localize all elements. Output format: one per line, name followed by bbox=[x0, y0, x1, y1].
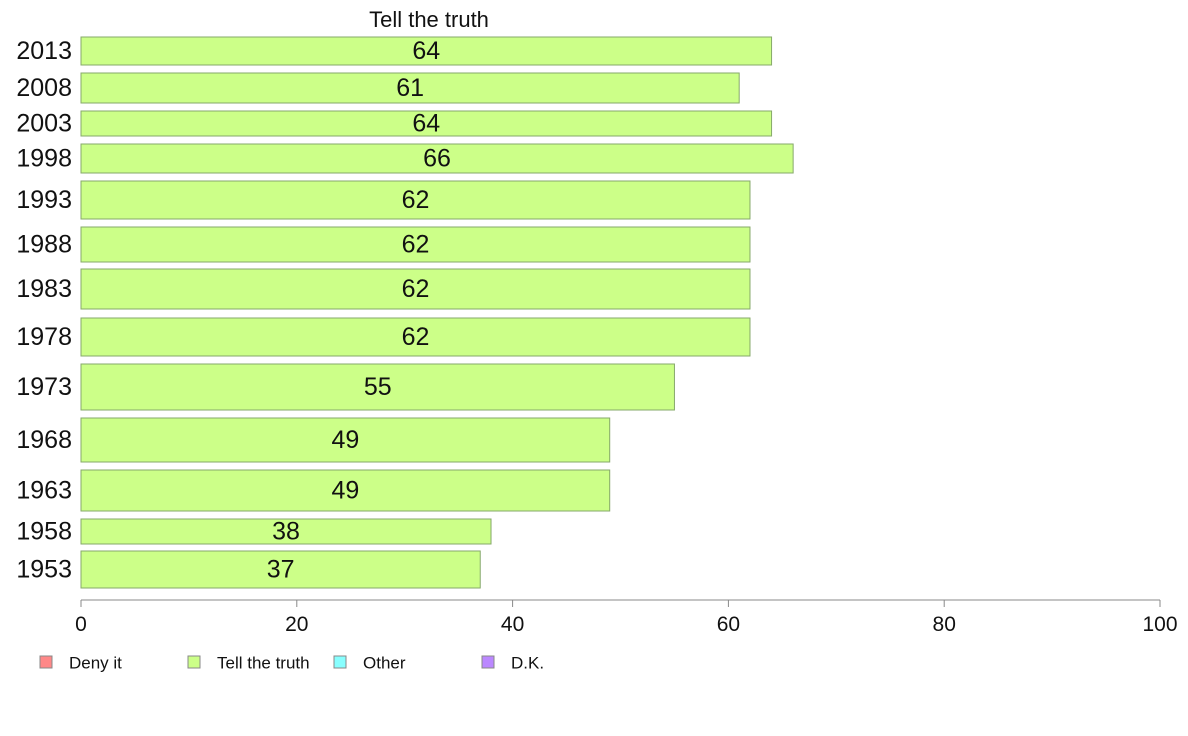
category-labels: 2013 2008 2003 1998 1993 1988 1983 1978 1973 1968… bbox=[16, 37, 72, 584]
bar-1968 bbox=[80, 417, 611, 463]
category-label-1983: 1983 bbox=[16, 275, 72, 303]
value-label-1988: 62 bbox=[402, 231, 430, 259]
x-tick-label-40: 40 bbox=[501, 613, 524, 636]
value-label-1963: 49 bbox=[331, 477, 359, 505]
x-tick-label-80: 80 bbox=[933, 613, 956, 636]
legend-swatch-1 bbox=[187, 655, 201, 669]
legend: Deny it Tell the truth Other D.K. bbox=[39, 654, 544, 673]
bar-2008 bbox=[80, 72, 740, 104]
bar-2003 bbox=[80, 110, 773, 137]
category-label-1988: 1988 bbox=[16, 231, 72, 259]
legend-label-2: Other bbox=[363, 654, 406, 673]
category-label-1998: 1998 bbox=[16, 145, 72, 173]
value-label-1973: 55 bbox=[364, 373, 392, 401]
category-label-1953: 1953 bbox=[16, 556, 72, 584]
bar-1963 bbox=[80, 469, 611, 512]
bar-1998 bbox=[80, 143, 794, 174]
x-tick-label-60: 60 bbox=[717, 613, 740, 636]
category-label-1978: 1978 bbox=[16, 323, 72, 351]
bars-group bbox=[80, 36, 794, 589]
x-axis: 0 20 40 60 80 100 bbox=[75, 599, 1178, 636]
category-label-1958: 1958 bbox=[16, 518, 72, 546]
legend-swatch-0 bbox=[39, 655, 53, 669]
value-label-1998: 66 bbox=[423, 145, 451, 173]
bar-1973 bbox=[80, 363, 675, 411]
category-label-1963: 1963 bbox=[16, 477, 72, 505]
value-label-1968: 49 bbox=[331, 426, 359, 454]
x-tick-label-100: 100 bbox=[1142, 613, 1177, 636]
bar-1953 bbox=[80, 550, 481, 589]
bar-1978 bbox=[80, 317, 751, 357]
value-label-2013: 64 bbox=[412, 37, 440, 65]
bar-1993 bbox=[80, 180, 751, 220]
category-label-1968: 1968 bbox=[16, 426, 72, 454]
legend-swatch-2 bbox=[333, 655, 347, 669]
value-label-1978: 62 bbox=[402, 323, 430, 351]
category-label-2013: 2013 bbox=[16, 37, 72, 65]
legend-swatch-3 bbox=[481, 655, 495, 669]
value-label-1983: 62 bbox=[402, 275, 430, 303]
value-label-1993: 62 bbox=[402, 186, 430, 214]
chart-title: Tell the truth bbox=[369, 7, 489, 32]
category-label-1993: 1993 bbox=[16, 186, 72, 214]
legend-label-0: Deny it bbox=[69, 654, 122, 673]
x-tick-label-0: 0 bbox=[75, 613, 87, 636]
value-label-2008: 61 bbox=[396, 74, 424, 102]
bar-1983 bbox=[80, 268, 751, 310]
category-label-2003: 2003 bbox=[16, 110, 72, 138]
value-label-1958: 38 bbox=[272, 518, 300, 546]
bar-1958 bbox=[80, 518, 492, 545]
bar-1988 bbox=[80, 226, 751, 263]
value-label-2003: 64 bbox=[412, 110, 440, 138]
bar-2013 bbox=[80, 36, 773, 66]
value-label-1953: 37 bbox=[267, 556, 295, 584]
x-tick-label-20: 20 bbox=[285, 613, 308, 636]
category-label-1973: 1973 bbox=[16, 373, 72, 401]
legend-label-1: Tell the truth bbox=[217, 654, 310, 673]
category-label-2008: 2008 bbox=[16, 74, 72, 102]
legend-label-3: D.K. bbox=[511, 654, 544, 673]
